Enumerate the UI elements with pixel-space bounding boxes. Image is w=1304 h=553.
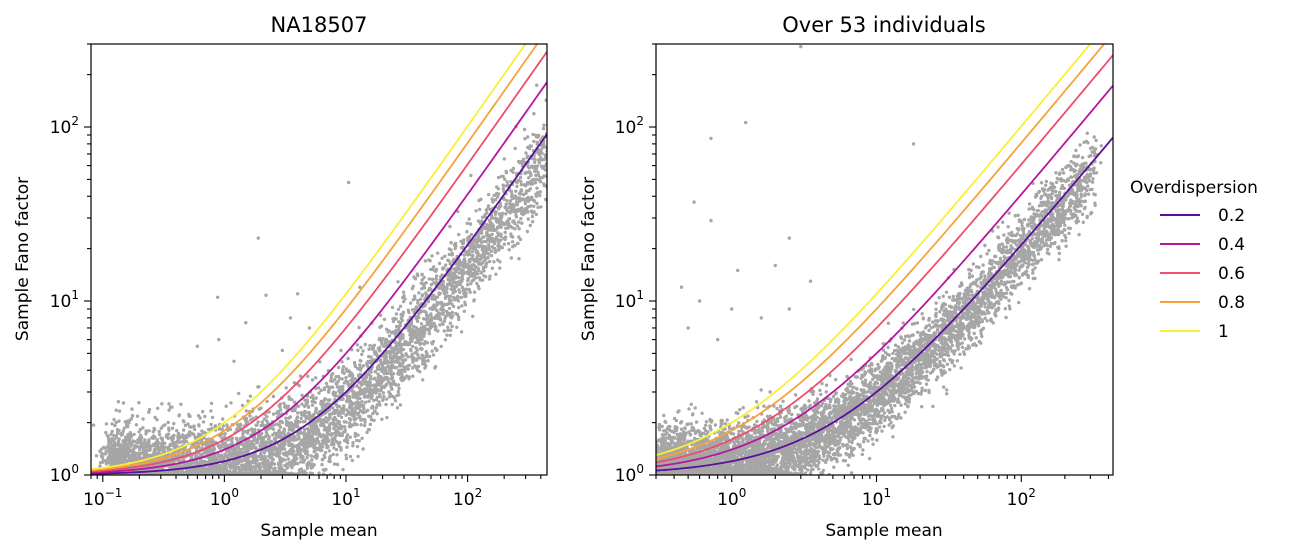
x-tick-label: 10−1 bbox=[83, 486, 122, 510]
fit-line-0-2 bbox=[656, 136, 1113, 472]
scatter-point-cloud bbox=[656, 44, 1103, 475]
legend-label: 0.2 bbox=[1218, 206, 1245, 226]
legend: Overdispersion 0.2 0.4 0.6 0.8 1 bbox=[1130, 178, 1258, 342]
legend-label: 0.6 bbox=[1218, 264, 1245, 284]
legend-label: 0.4 bbox=[1218, 235, 1245, 255]
left-fit-lines bbox=[91, 44, 547, 475]
right-panel: Over 53 individuals 100 101 102 100101102 … bbox=[579, 13, 1114, 541]
fit-line-1 bbox=[656, 44, 1092, 457]
legend-label: 0.8 bbox=[1218, 293, 1245, 313]
left-xlabel: Sample mean bbox=[260, 521, 377, 541]
x-tick-label: 100 bbox=[717, 486, 746, 510]
right-ylabel: Sample Fano factor bbox=[579, 177, 599, 341]
x-tick-label: 101 bbox=[331, 486, 360, 510]
left-y-ticks: 100 101 102 bbox=[50, 43, 91, 486]
right-x-ticks: 100 101 102 bbox=[655, 475, 1110, 510]
left-title: NA18507 bbox=[271, 13, 368, 37]
fit-line-0-6 bbox=[91, 51, 547, 473]
y-tick-label: 102 bbox=[50, 114, 79, 138]
legend-title: Overdispersion bbox=[1130, 178, 1258, 198]
y-tick-label: 102 bbox=[615, 114, 644, 138]
fit-line-1 bbox=[91, 44, 527, 471]
fit-line-0-4 bbox=[656, 85, 1113, 468]
fit-line-0-4 bbox=[91, 81, 547, 474]
x-tick-label: 102 bbox=[1007, 486, 1036, 510]
x-tick-label: 102 bbox=[453, 486, 482, 510]
fit-line-0-8 bbox=[91, 44, 539, 472]
fit-line-0-2 bbox=[91, 133, 547, 475]
right-xlabel: Sample mean bbox=[825, 521, 942, 541]
x-tick-label: 100 bbox=[210, 486, 239, 510]
y-tick-label: 100 bbox=[615, 462, 644, 486]
x-tick-label: 101 bbox=[862, 486, 891, 510]
left-ylabel: Sample Fano factor bbox=[13, 177, 33, 341]
scatter-point-cloud bbox=[91, 83, 547, 475]
legend-label: 1 bbox=[1218, 322, 1229, 342]
right-y-ticks: 100 101 102 bbox=[615, 43, 656, 486]
right-scatter-points bbox=[656, 44, 1103, 475]
fit-line-0-8 bbox=[656, 44, 1106, 460]
y-tick-label: 100 bbox=[50, 462, 79, 486]
right-fit-lines bbox=[656, 44, 1113, 472]
left-scatter-points bbox=[91, 83, 547, 475]
fit-line-0-6 bbox=[656, 54, 1113, 464]
left-x-ticks: 10−1 100 101 102 bbox=[83, 475, 542, 510]
right-plot-frame bbox=[655, 43, 1114, 476]
right-title: Over 53 individuals bbox=[782, 13, 985, 37]
y-tick-label: 101 bbox=[615, 288, 644, 312]
y-tick-label: 101 bbox=[50, 288, 79, 312]
